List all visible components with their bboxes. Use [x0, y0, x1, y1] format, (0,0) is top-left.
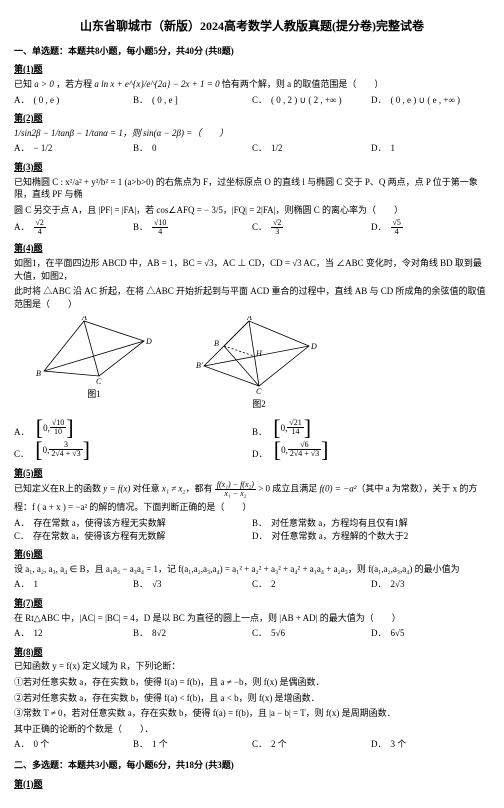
q6-choice-b: B．√3 [133, 578, 252, 591]
q7-choice-a: A．12 [14, 627, 133, 640]
q7-choice-b: B．8√2 [133, 627, 252, 640]
q2-stem: 1/sin2β − 1/tanβ − 1/tanα = 1，则 sin(α − … [14, 127, 490, 140]
q1-stem-pre: 已知 [14, 79, 32, 89]
q3-choice-d: D．√54 [371, 219, 490, 236]
svg-text:C: C [256, 387, 262, 396]
q4-stem-1: 如图1，在平面四边形 ABCD 中，AB = 1，BC = √3，AC ⊥ CD… [14, 257, 490, 282]
q4-figures: B A D C 图1 A D C B' B H 图2 [14, 316, 490, 411]
q5-choice-c: C．存在常数 a，使得该方程有无数解 [14, 530, 252, 543]
q2-choices: A．− 1/2 B．0 C．1/2 D．1 [14, 142, 490, 155]
q8-line1: ①若对任意实数 a，存在实数 b，使得 f(a) = f(b)，且 a ≠ −b… [14, 676, 490, 689]
q2-choice-d: D．1 [371, 142, 490, 155]
q3-choice-a: A．√24 [14, 219, 133, 236]
q7-choice-d: D．6√5 [371, 627, 490, 640]
q8-line3: ③常数 T ≠ 0，若对任意实数 a，存在实数 b，使得 f(a) = f(b)… [14, 707, 490, 720]
svg-text:B: B [36, 369, 41, 378]
q8-line2: ②若对任意实数 a，存在实数 b，使得 f(a) < f(b)，且 a < b，… [14, 692, 490, 705]
q5-choice-b: B．对任意常数 a，方程均有且仅有1解 [252, 517, 490, 530]
q4-stem-2: 此时将 △ABC 沿 AC 折起，在将 △ABC 开始折起到与平面 ACD 重合… [14, 285, 490, 310]
q1-cond: a > 0 [34, 79, 54, 89]
svg-text:D: D [310, 342, 317, 351]
q3-choice-c: C．√23 [252, 219, 371, 236]
svg-text:B': B' [196, 361, 203, 370]
svg-text:A: A [81, 316, 87, 322]
q2-number: 第(2)题 [14, 112, 490, 125]
q4-choice-c: C． [0, 32√4 + √3] [14, 439, 252, 461]
q2-choice-a: A．− 1/2 [14, 142, 133, 155]
q1-stem: 已知 a > 0 ，若方程 a ln x + e^{x}/e^{2a} − 2x… [14, 78, 490, 91]
q1-number: 第(1)题 [14, 63, 490, 76]
q4-fig1-caption: 图1 [87, 388, 101, 401]
q6-number: 第(6)题 [14, 548, 490, 561]
q6-stem: 设 a₁, a₂, a₃, a₄ ∈ B，且 a₁a₂ − a₃a₄ = 1，记… [14, 563, 490, 576]
q4-figure-2: A D C B' B H 图2 [194, 316, 324, 411]
q7-choices: A．12 B．8√2 C．5√6 D．6√5 [14, 627, 490, 640]
q4-choice-a: A． [0, √1010] [14, 417, 252, 439]
q3-choices: A．√24 B．√104 C．√23 D．√54 [14, 219, 490, 236]
q8-end: 其中正确的论断的个数是（ ）． [14, 723, 490, 736]
svg-text:C: C [96, 377, 102, 386]
q7-number: 第(7)题 [14, 597, 490, 610]
q1-stem-mid: ，若方程 [56, 79, 92, 89]
svg-text:B: B [214, 339, 219, 348]
multi-q1-number: 第(1)题 [14, 778, 490, 791]
q4-choice-d: D． [0, √62√4 + √3] [252, 439, 490, 461]
q8-intro: 已知函数 y = f(x) 定义域为 R，下列论断： [14, 660, 490, 673]
q3-number: 第(3)题 [14, 161, 490, 174]
q5-choices: A．存在常数 a，使得该方程无实数解 B．对任意常数 a，方程均有且仅有1解 C… [14, 517, 490, 542]
q6-choice-a: A．1 [14, 578, 133, 591]
q4-choice-b: B． [0, √2114] [252, 417, 490, 439]
q5-number: 第(5)题 [14, 467, 490, 480]
q2-choice-b: B．0 [133, 142, 252, 155]
q1-choices: A．( 0 , e ) B．( 0 , e ] C．( 0 , 2 ) ∪ ( … [14, 94, 490, 107]
q1-stem-post: 恰有两个解，则 a 的取值范围是（ ） [222, 79, 384, 89]
q1-choice-a: A．( 0 , e ) [14, 94, 133, 107]
q6-choice-c: C．2 [252, 578, 371, 591]
q5-choice-a: A．存在常数 a，使得该方程无实数解 [14, 517, 252, 530]
exam-title: 山东省聊城市（新版）2024高考数学人教版真题(提分卷)完整试卷 [14, 18, 490, 35]
q5-stem-1: 已知定义在R上的函数 y = f(x) 对任意 x₁ ≠ x₂，都有 f(x₁)… [14, 481, 490, 498]
q1-eq: a ln x + e^{x}/e^{2a} − 2x + 1 = 0 [94, 79, 219, 89]
q1-choice-b: B．( 0 , e ] [133, 94, 252, 107]
q5-stem-2: 程：f ( a + x ) = −a² 的解的情况。下面判断正确的是（ ） [14, 501, 490, 514]
q3-stem-2: 圆 C 另交于点 A，且 |PF| = |FA|，若 cos∠AFQ = − 3… [14, 204, 490, 217]
section-2-header: 二、多选题：本题共3小题，每小题6分，共18分 (共3题) [14, 759, 490, 772]
svg-text:A: A [246, 316, 252, 322]
q1-choice-d: D．( 0 , e ) ∪ ( e , +∞ ) [371, 94, 490, 107]
q5-choice-d: D．对任意常数 a，方程解的个数大于2 [252, 530, 490, 543]
q2-choice-c: C．1/2 [252, 142, 371, 155]
q6-choice-d: D．2√3 [371, 578, 490, 591]
q4-number: 第(4)题 [14, 242, 490, 255]
q4-choices: A． [0, √1010] B． [0, √2114] C． [0, 32√4 … [14, 417, 490, 461]
q8-number: 第(8)题 [14, 646, 490, 659]
section-1-header: 一、单选题：本题共8小题，每小题5分，共40分 (共8题) [14, 45, 490, 58]
q4-fig2-caption: 图2 [252, 398, 266, 411]
svg-text:D: D [145, 337, 152, 346]
q7-choice-c: C．5√6 [252, 627, 371, 640]
q8-choice-c: C．2 个 [252, 738, 371, 751]
q8-choice-d: D．3 个 [371, 738, 490, 751]
q8-choice-a: A．0 个 [14, 738, 133, 751]
q1-choice-c: C．( 0 , 2 ) ∪ ( 2 , +∞ ) [252, 94, 371, 107]
svg-text:H: H [255, 349, 263, 358]
q7-stem: 在 Rt△ABC 中，|AC| = |BC| = 4，D 是以 BC 为直径的圆… [14, 612, 490, 625]
q6-choices: A．1 B．√3 C．2 D．2√3 [14, 578, 490, 591]
q8-choices: A．0 个 B．1 个 C．2 个 D．3 个 [14, 738, 490, 751]
q8-choice-b: B．1 个 [133, 738, 252, 751]
q3-stem-1: 已知椭圆 C : x²/a² + y²/b² = 1 (a>b>0) 的右焦点为… [14, 176, 490, 201]
q4-figure-1: B A D C 图1 [34, 316, 154, 411]
q3-choice-b: B．√104 [133, 219, 252, 236]
